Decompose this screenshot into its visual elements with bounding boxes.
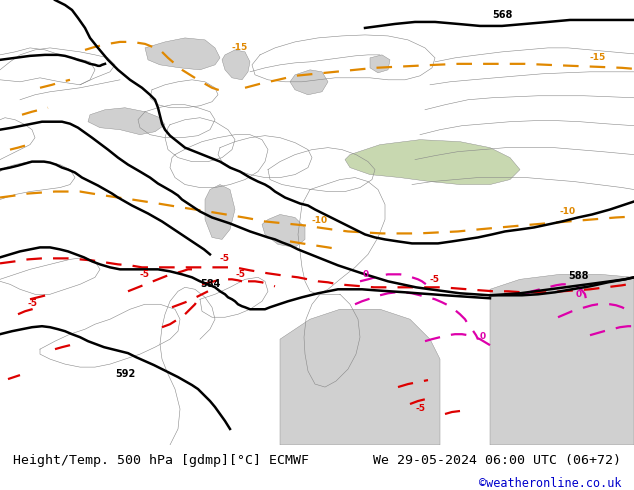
Text: -15: -15 <box>590 53 606 62</box>
Text: 592: 592 <box>115 369 135 379</box>
Text: 568: 568 <box>492 10 512 20</box>
Polygon shape <box>290 70 328 95</box>
Polygon shape <box>222 50 250 80</box>
Text: -5: -5 <box>430 275 440 284</box>
Text: 0: 0 <box>480 332 486 341</box>
Text: -10: -10 <box>312 217 328 225</box>
Text: We 29-05-2024 06:00 UTC (06+72): We 29-05-2024 06:00 UTC (06+72) <box>373 454 621 467</box>
Text: -5: -5 <box>28 299 38 308</box>
Polygon shape <box>370 55 390 73</box>
Text: ©weatheronline.co.uk: ©weatheronline.co.uk <box>479 477 621 490</box>
Text: 0: 0 <box>363 270 369 279</box>
Polygon shape <box>280 309 440 445</box>
Text: -15: -15 <box>232 43 249 52</box>
Text: 0: 0 <box>576 290 582 299</box>
Text: 584: 584 <box>200 279 221 289</box>
Polygon shape <box>145 38 220 70</box>
Polygon shape <box>345 140 520 185</box>
Text: -5: -5 <box>140 270 150 279</box>
Text: -10: -10 <box>560 207 576 217</box>
Text: -5: -5 <box>235 270 245 279</box>
Polygon shape <box>490 274 634 445</box>
Text: -5: -5 <box>220 254 230 263</box>
Polygon shape <box>205 185 235 240</box>
Text: Height/Temp. 500 hPa [gdmp][°C] ECMWF: Height/Temp. 500 hPa [gdmp][°C] ECMWF <box>13 454 309 467</box>
Polygon shape <box>88 108 165 135</box>
Text: -5: -5 <box>415 404 425 413</box>
Text: 588: 588 <box>568 271 588 281</box>
Polygon shape <box>262 215 305 247</box>
